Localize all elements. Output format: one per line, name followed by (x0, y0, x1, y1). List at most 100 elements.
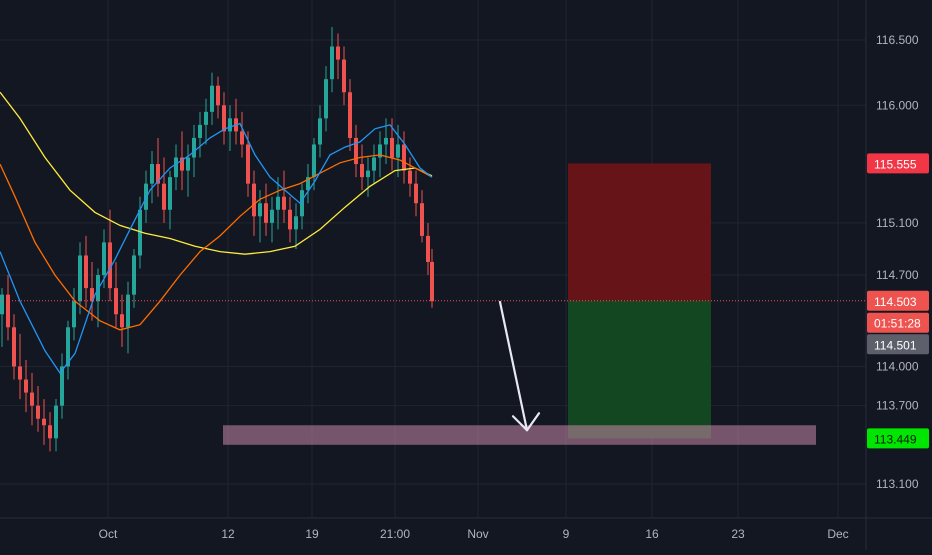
price-badge: 113.449 (867, 428, 929, 449)
candle (78, 242, 82, 315)
candle-body (42, 418, 46, 426)
arrow-shaft (498, 300, 529, 432)
price-badge-bg (867, 290, 929, 311)
x-tick-label: 19 (305, 527, 319, 541)
candle-body (210, 85, 214, 112)
candle (84, 235, 88, 308)
candle-body (186, 157, 190, 171)
candle (6, 275, 10, 341)
candle (60, 353, 64, 419)
candle (24, 359, 28, 413)
candle (216, 76, 220, 119)
candle-body (162, 183, 166, 210)
candle-body (336, 46, 340, 60)
ma-slow-line (0, 91, 433, 255)
down-arrow-drawing[interactable] (498, 300, 541, 432)
candle-body (90, 288, 94, 302)
candle-body (108, 242, 112, 289)
candle (294, 203, 298, 249)
price-axis[interactable]: 116.500 116.000 115.100 114.700 114.000 113.7… (876, 33, 919, 491)
time-axis[interactable]: Oct 12 19 21:00 Nov 9 16 23 Dec (99, 527, 849, 541)
candle (150, 151, 154, 204)
candle-body (216, 85, 220, 106)
candle-body (84, 255, 88, 289)
candle (222, 92, 226, 145)
candle (300, 183, 304, 230)
candle-body (372, 157, 376, 171)
y-tick-label: 113.100 (876, 477, 919, 491)
candle (408, 157, 412, 197)
candle (210, 72, 214, 125)
candle-body (258, 203, 262, 217)
candle-body (414, 183, 418, 204)
x-tick-label: 21:00 (380, 527, 410, 541)
candle (336, 33, 340, 80)
candle (126, 281, 130, 354)
x-tick-label: 23 (731, 527, 745, 541)
candle (414, 170, 418, 217)
candle (282, 170, 286, 223)
candle (396, 124, 400, 178)
stop-loss-zone[interactable] (568, 163, 711, 301)
candle (360, 144, 364, 191)
candle-body (252, 183, 256, 217)
candle (426, 222, 430, 276)
candle-body (174, 157, 178, 178)
candle (66, 320, 70, 380)
candle-body (282, 196, 286, 210)
price-badge: 114.501 (867, 334, 929, 355)
candle-body (222, 105, 226, 132)
x-tick-label: 16 (645, 527, 659, 541)
price-badge: 115.555 (867, 153, 929, 174)
price-badge-bg (867, 334, 929, 355)
candle-body (366, 170, 370, 178)
candle (348, 79, 352, 151)
x-tick-label: Dec (827, 527, 848, 541)
candle-body (72, 301, 76, 328)
support-zone[interactable] (223, 425, 816, 445)
price-badge: 114.503 (867, 290, 929, 311)
candle (120, 294, 124, 347)
candle-body (396, 144, 400, 158)
candle-body (54, 405, 58, 439)
candle (240, 111, 244, 158)
take-profit-zone[interactable] (568, 300, 711, 439)
ma-mid-line (0, 154, 433, 331)
overlays[interactable] (0, 300, 866, 432)
candle-body (264, 203, 268, 223)
position-zones[interactable] (223, 163, 816, 445)
candle-body (66, 327, 70, 367)
price-badge-label: 114.501 (874, 338, 917, 352)
candle (54, 399, 58, 452)
candle-body (138, 209, 142, 256)
candle-body (330, 46, 334, 80)
candle-body (318, 118, 322, 145)
candle (354, 124, 358, 178)
price-badge-bg (867, 428, 929, 449)
candle-body (78, 255, 82, 302)
candle-body (240, 131, 244, 145)
y-tick-label: 115.100 (876, 216, 919, 230)
candle (36, 386, 40, 432)
y-tick-label: 114.700 (876, 268, 919, 282)
candle-body (126, 294, 130, 328)
candle-body (324, 79, 328, 119)
price-badge-bg (867, 312, 929, 333)
y-tick-label: 113.700 (876, 399, 919, 413)
candle (90, 262, 94, 321)
ma-fast-line (0, 122, 433, 375)
candle-body (114, 288, 118, 315)
candle-body (36, 405, 40, 419)
candle-body (120, 314, 124, 328)
candle-body (156, 164, 160, 184)
candle (0, 288, 4, 347)
price-badge-label: 115.555 (874, 157, 917, 171)
arrow-head-icon (511, 412, 541, 432)
candle-body (270, 209, 274, 223)
candle (108, 209, 112, 302)
candle-body (246, 144, 250, 184)
candle-body (102, 242, 106, 276)
x-tick-label: Nov (467, 527, 488, 541)
